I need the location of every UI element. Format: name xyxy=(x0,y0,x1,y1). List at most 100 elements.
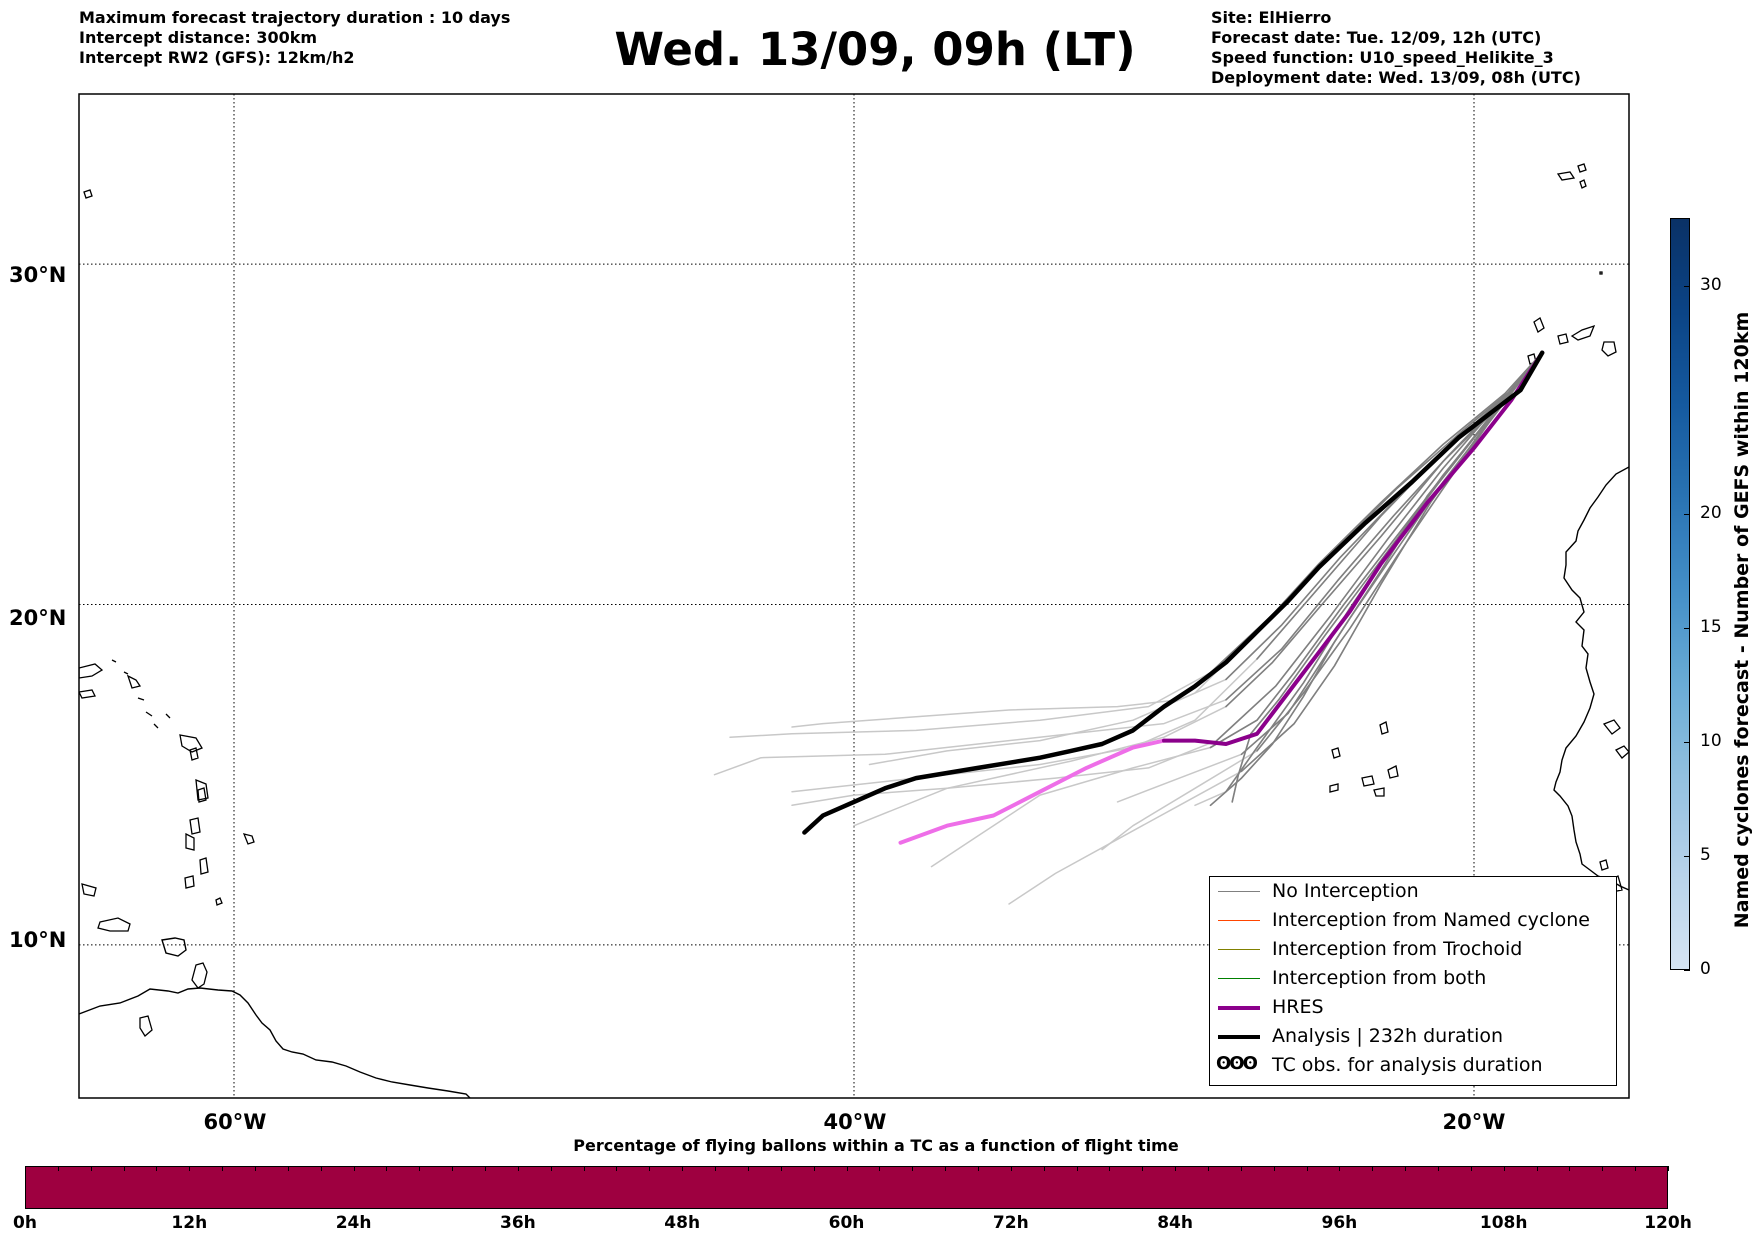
flight-time-minor-tick xyxy=(1076,1166,1078,1171)
flight-time-minor-tick xyxy=(715,1166,717,1171)
flight-time-minor-tick xyxy=(1503,1166,1505,1171)
coastline-trinidad xyxy=(161,937,187,957)
legend-label: HRES xyxy=(1272,996,1324,1018)
legend-item-no-interception: No Interception xyxy=(1210,877,1616,906)
flight-time-minor-tick xyxy=(1536,1166,1538,1171)
flight-time-minor-tick xyxy=(222,1166,224,1171)
coastline-venezuela-islands xyxy=(97,917,131,932)
flight-time-minor-tick xyxy=(616,1166,618,1171)
legend-item-trochoid: Interception from Trochoid xyxy=(1210,935,1616,964)
flight-time-minor-tick xyxy=(386,1166,388,1171)
legend-swatch xyxy=(1218,1035,1260,1039)
legend-swatch xyxy=(1218,1006,1260,1010)
flight-time-minor-tick xyxy=(452,1166,454,1171)
legend-item-tc-obs: ʘʘʘ TC obs. for analysis duration xyxy=(1210,1051,1616,1080)
header-left-info: Maximum forecast trajectory duration : 1… xyxy=(79,8,510,68)
colorbar-tick-label: 10 xyxy=(1700,731,1722,752)
ensemble-trajectory-no-interception xyxy=(1231,351,1543,803)
map-frame xyxy=(78,93,1630,1099)
coastline-africa xyxy=(1553,466,1629,891)
ensemble-trajectory-no-interception xyxy=(1256,351,1543,633)
lat-label-10n: 10°N xyxy=(9,928,67,952)
header-right-line: Forecast date: Tue. 12/09, 12h (UTC) xyxy=(1211,28,1542,47)
flight-time-tick-label: 84h xyxy=(1157,1213,1193,1233)
ensemble-trajectory-late xyxy=(853,351,1543,827)
header-left-line: Maximum forecast trajectory duration : 1… xyxy=(79,8,511,27)
flight-time-tick-label: 60h xyxy=(828,1213,865,1233)
header-right-line: Site: ElHierro xyxy=(1211,8,1332,27)
flight-time-minor-tick xyxy=(1207,1166,1209,1171)
ensemble-trajectory-late xyxy=(930,351,1543,868)
flight-time-minor-tick xyxy=(1569,1166,1571,1171)
coastline-africa-islands xyxy=(1599,719,1629,893)
hres-trajectory-late xyxy=(898,738,1166,845)
legend-swatch xyxy=(1218,949,1260,950)
lat-label-20n: 20°N xyxy=(9,606,67,630)
flight-time-tick-label: 36h xyxy=(500,1213,536,1233)
flight-time-minor-tick xyxy=(189,1166,191,1171)
lat-label-30n: 30°N xyxy=(9,263,67,287)
ensemble-trajectory-no-interception xyxy=(1215,351,1543,742)
map-legend: No Interception Interception from Named … xyxy=(1209,876,1617,1086)
flight-time-minor-tick xyxy=(485,1166,487,1171)
legend-item-both: Interception from both xyxy=(1210,964,1616,993)
flight-time-minor-tick xyxy=(1602,1166,1604,1171)
flight-time-minor-tick xyxy=(813,1166,815,1171)
flight-time-minor-tick xyxy=(25,1166,26,1171)
legend-item-analysis: Analysis | 232h duration xyxy=(1210,1022,1616,1051)
colorbar-tick xyxy=(1684,742,1690,744)
legend-swatch xyxy=(1218,920,1260,921)
legend-label: TC obs. for analysis duration xyxy=(1272,1054,1543,1076)
coastline-dots xyxy=(83,189,255,845)
page-title: Wed. 13/09, 09h (LT) xyxy=(614,23,1136,76)
coastline-cape-verde xyxy=(1329,721,1399,797)
flight-time-minor-tick xyxy=(583,1166,585,1171)
legend-swatch xyxy=(1218,978,1260,979)
coastline-canary-islands xyxy=(1527,317,1617,365)
colorbar-tick-label: 20 xyxy=(1700,503,1722,524)
flight-time-minor-tick xyxy=(1306,1166,1308,1171)
flight-time-minor-tick xyxy=(1668,1166,1669,1171)
analysis-trajectory xyxy=(802,350,1545,835)
ensemble-trajectory-no-interception xyxy=(1240,351,1543,773)
legend-label: No Interception xyxy=(1272,880,1419,902)
flight-time-minor-tick xyxy=(912,1166,914,1171)
header-left-line: Intercept RW2 (GFS): 12km/h2 xyxy=(79,48,355,67)
colorbar-tick xyxy=(1684,970,1690,971)
flight-time-minor-tick xyxy=(1405,1166,1407,1171)
flight-time-colorbar-title: Percentage of flying ballons within a TC… xyxy=(573,1136,1179,1155)
flight-time-minor-tick xyxy=(1470,1166,1472,1171)
flight-time-minor-tick xyxy=(846,1166,848,1171)
coastline-virgin-islands xyxy=(79,663,142,897)
coastline-madeira xyxy=(1556,163,1603,275)
flight-time-minor-tick xyxy=(1109,1166,1111,1171)
flight-time-minor-tick xyxy=(780,1166,782,1171)
colorbar-tick-label: 15 xyxy=(1700,617,1722,638)
flight-time-minor-tick xyxy=(1142,1166,1144,1171)
header-left-line: Intercept distance: 300km xyxy=(79,28,318,47)
coastline-south-america xyxy=(79,987,471,1098)
flight-time-minor-tick xyxy=(1437,1166,1439,1171)
ensemble-trajectory-late xyxy=(791,351,1543,728)
flight-time-minor-tick xyxy=(123,1166,125,1171)
legend-label: Interception from Trochoid xyxy=(1272,938,1523,960)
coastline-small-islands xyxy=(139,747,209,1037)
flight-time-minor-tick xyxy=(879,1166,881,1171)
flight-time-minor-tick xyxy=(320,1166,322,1171)
cyclone-colorbar xyxy=(1670,218,1690,970)
coastline-grenada xyxy=(191,962,208,989)
flight-time-minor-tick xyxy=(353,1166,355,1171)
trajectory-layer xyxy=(713,350,1545,905)
header-right-line: Deployment date: Wed. 13/09, 08h (UTC) xyxy=(1211,68,1581,87)
flight-time-minor-tick xyxy=(1339,1166,1341,1171)
coastline-barbados xyxy=(215,897,223,906)
ensemble-trajectory-late xyxy=(791,351,1543,793)
flight-time-minor-tick xyxy=(1010,1166,1012,1171)
flight-time-tick-label: 48h xyxy=(664,1213,701,1233)
colorbar-tick xyxy=(1684,514,1690,516)
legend-item-hres: HRES xyxy=(1210,993,1616,1022)
ensemble-trajectory-late xyxy=(868,351,1543,766)
lon-label-40w: 40°W xyxy=(823,1110,887,1134)
flight-time-tick-label: 72h xyxy=(992,1213,1029,1233)
header-right-line: Speed function: U10_speed_Helikite_3 xyxy=(1211,48,1554,67)
